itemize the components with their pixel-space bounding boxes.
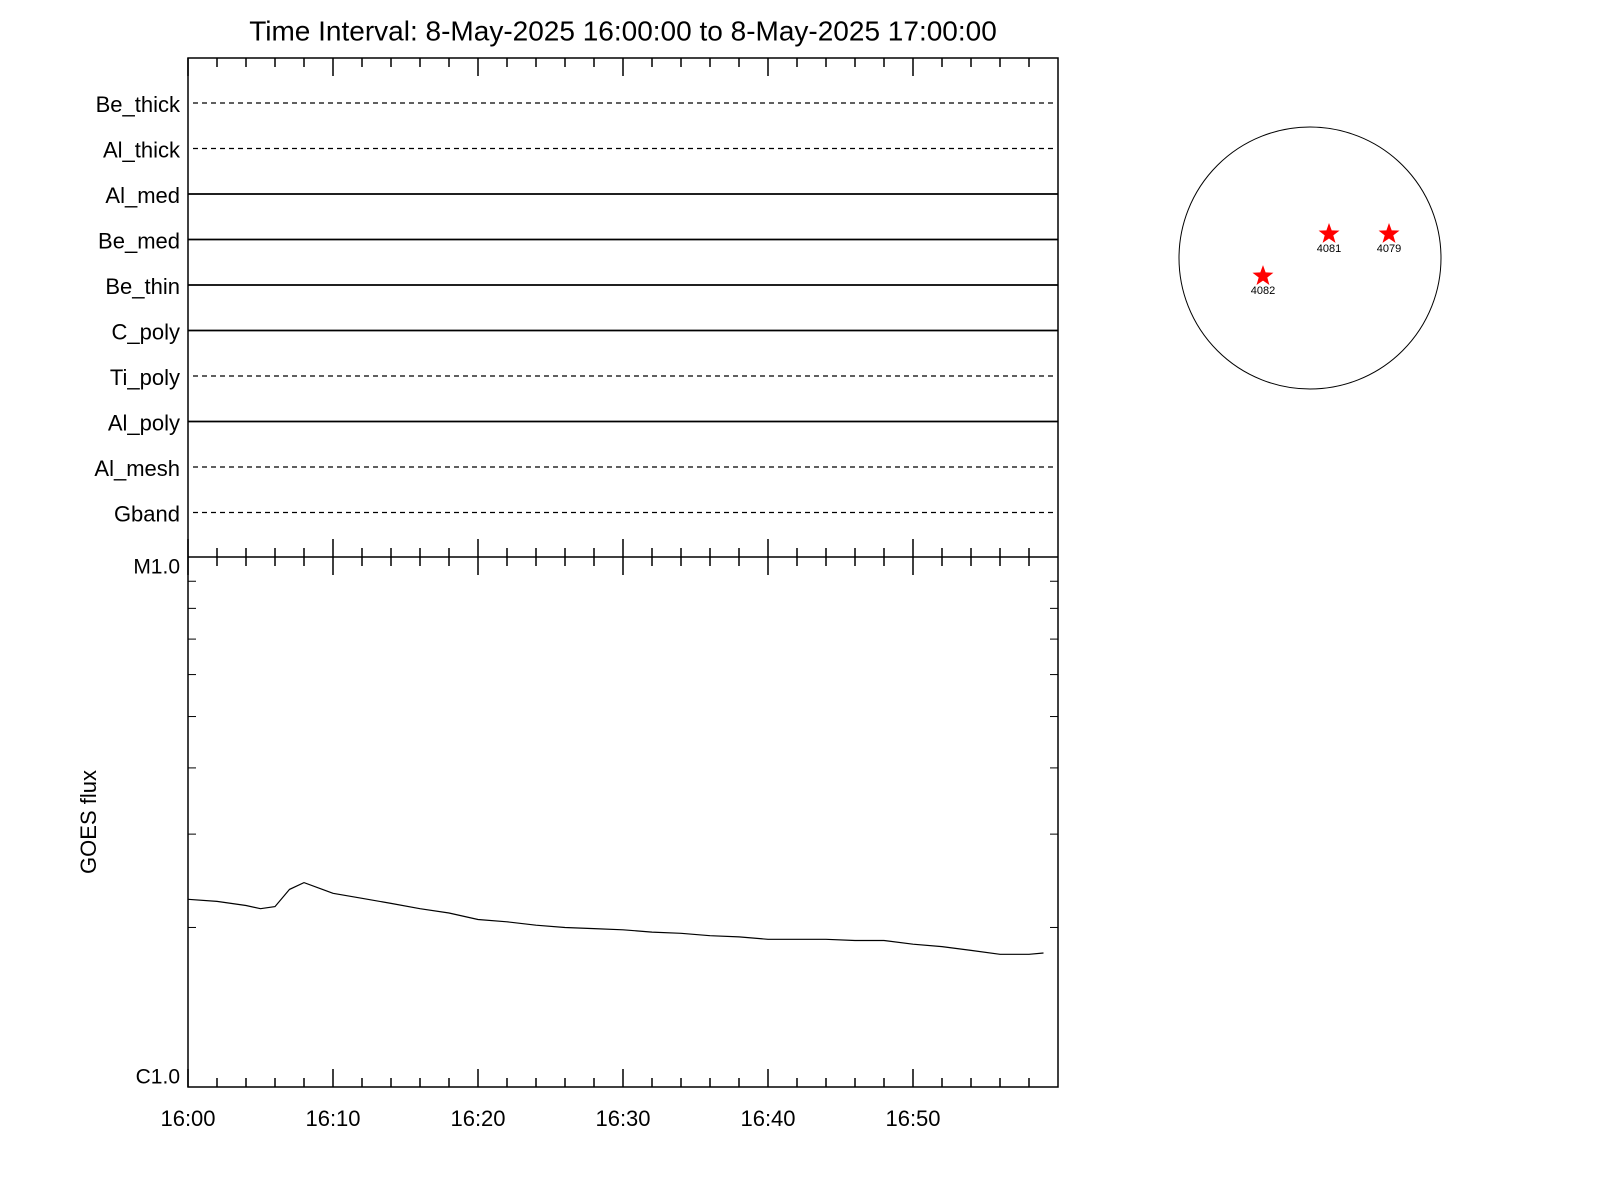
- x-tick-label: 16:30: [595, 1106, 650, 1131]
- active-region-marker: [1252, 265, 1274, 285]
- active-region-label: 4081: [1317, 243, 1341, 255]
- x-tick-label: 16:50: [885, 1106, 940, 1131]
- x-tick-label: 16:40: [740, 1106, 795, 1131]
- active-region-marker: [1318, 223, 1340, 243]
- active-region-marker: [1378, 223, 1400, 243]
- filter-label: Ti_poly: [110, 365, 180, 390]
- solar-disk: [1178, 126, 1442, 390]
- chart-title: Time Interval: 8-May-2025 16:00:00 to 8-…: [249, 15, 997, 46]
- x-tick-label: 16:00: [160, 1106, 215, 1131]
- filter-label: Al_med: [105, 183, 180, 208]
- filter-label: Be_med: [98, 228, 180, 253]
- filter-label: Al_mesh: [94, 456, 180, 481]
- active-region-label: 4082: [1251, 285, 1275, 297]
- x-tick-label: 16:10: [305, 1106, 360, 1131]
- x-tick-label: 16:20: [450, 1106, 505, 1131]
- y-tick-label: C1.0: [136, 1066, 180, 1089]
- filter-label: Be_thick: [96, 92, 181, 117]
- y-axis-label: GOES flux: [76, 770, 101, 874]
- filter-label: C_poly: [112, 319, 180, 344]
- filter-label: Al_poly: [108, 410, 180, 435]
- filter-label: Be_thin: [105, 274, 180, 299]
- goes-flux-line: [187, 881, 1044, 955]
- filter-label: Gband: [114, 501, 180, 526]
- y-tick-label: M1.0: [133, 556, 180, 579]
- filter-label: Al_thick: [103, 137, 181, 162]
- active-region-label: 4079: [1377, 243, 1401, 255]
